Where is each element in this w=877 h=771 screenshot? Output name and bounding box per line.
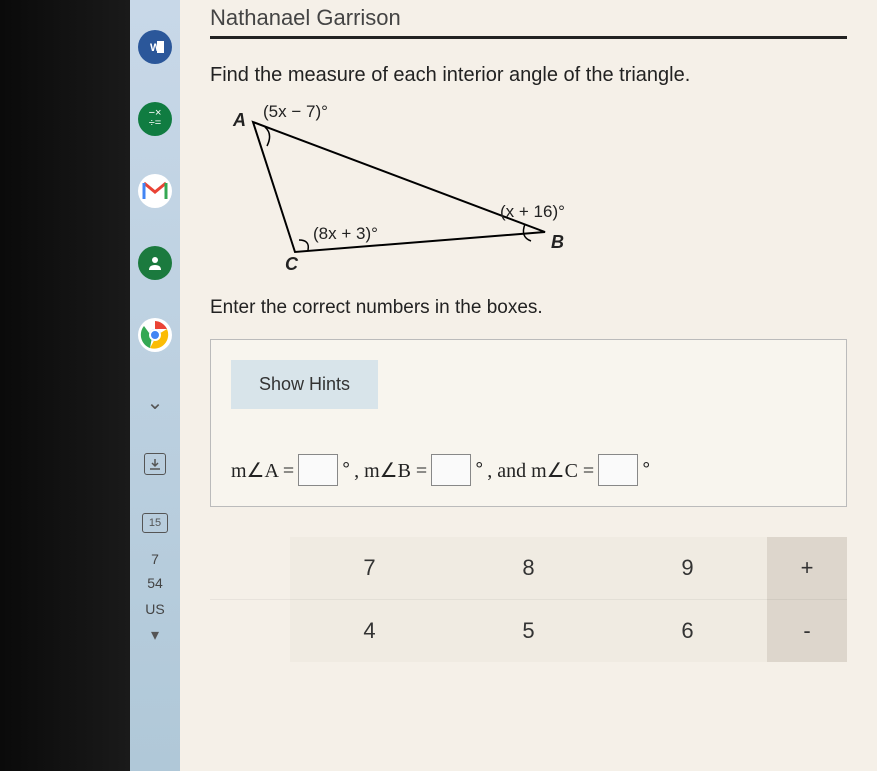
vertex-c-label: C — [285, 254, 298, 275]
show-hints-button[interactable]: Show Hints — [231, 360, 378, 409]
vertex-a-label: A — [233, 110, 246, 131]
time-7: 7 — [151, 551, 159, 567]
keypad-5[interactable]: 5 — [449, 599, 608, 662]
input-angle-a[interactable] — [298, 454, 338, 486]
chrome-app-icon[interactable] — [138, 318, 172, 352]
instruction-text: Enter the correct numbers in the boxes. — [210, 297, 847, 319]
main-content: Nathanael Garrison Find the measure of e… — [180, 0, 877, 771]
chevron-down-icon[interactable]: ⌄ — [147, 390, 164, 415]
keypad-side-blank1 — [210, 537, 290, 599]
angle-a-expr: (5x − 7)° — [263, 102, 328, 122]
locale-indicator: US — [145, 601, 164, 617]
input-angle-c[interactable] — [598, 454, 638, 486]
dropdown-icon[interactable]: ▾ — [151, 625, 159, 645]
student-name: Nathanael Garrison — [210, 0, 847, 36]
keypad-8[interactable]: 8 — [449, 537, 608, 599]
vertex-b-label: B — [551, 232, 564, 253]
download-icon[interactable] — [144, 453, 166, 475]
keypad-4[interactable]: 4 — [290, 599, 449, 662]
degree-c: ° — [642, 459, 650, 482]
count-badge[interactable]: 15 — [142, 513, 168, 533]
keypad-7[interactable]: 7 — [290, 537, 449, 599]
keypad-plus[interactable]: + — [767, 537, 847, 599]
svg-text:W: W — [150, 42, 161, 54]
question-prompt: Find the measure of each interior angle … — [210, 64, 847, 87]
classroom-app-icon[interactable] — [138, 246, 172, 280]
answer-equation: m∠A = ° , m∠B = ° , and m∠C = ° — [231, 454, 826, 486]
label-angle-a: m∠A = — [231, 458, 294, 483]
calculator-app-icon[interactable]: −×÷= — [138, 102, 172, 136]
keypad-9[interactable]: 9 — [608, 537, 767, 599]
keypad-minus[interactable]: - — [767, 599, 847, 662]
degree-a: ° — [342, 459, 350, 482]
keypad-side-blank2 — [210, 599, 290, 662]
header-divider — [210, 36, 847, 39]
angle-c-expr: (8x + 3)° — [313, 224, 378, 244]
keypad-6[interactable]: 6 — [608, 599, 767, 662]
os-taskbar: W −×÷= ⌄ 15 7 54 US ▾ — [130, 0, 180, 771]
time-54: 54 — [147, 575, 163, 591]
triangle-figure: A B C (5x − 7)° (x + 16)° (8x + 3)° — [235, 102, 585, 277]
gmail-app-icon[interactable] — [138, 174, 172, 208]
screen-bezel — [0, 0, 130, 771]
label-angle-b: , m∠B = — [354, 458, 427, 483]
word-app-icon[interactable]: W — [138, 30, 172, 64]
label-angle-c: , and m∠C = — [487, 458, 594, 483]
degree-b: ° — [475, 459, 483, 482]
input-angle-b[interactable] — [431, 454, 471, 486]
angle-b-expr: (x + 16)° — [500, 202, 565, 222]
answer-panel: Show Hints m∠A = ° , m∠B = ° , and m∠C =… — [210, 339, 847, 507]
numeric-keypad: 7 8 9 + 4 5 6 - — [210, 537, 847, 662]
